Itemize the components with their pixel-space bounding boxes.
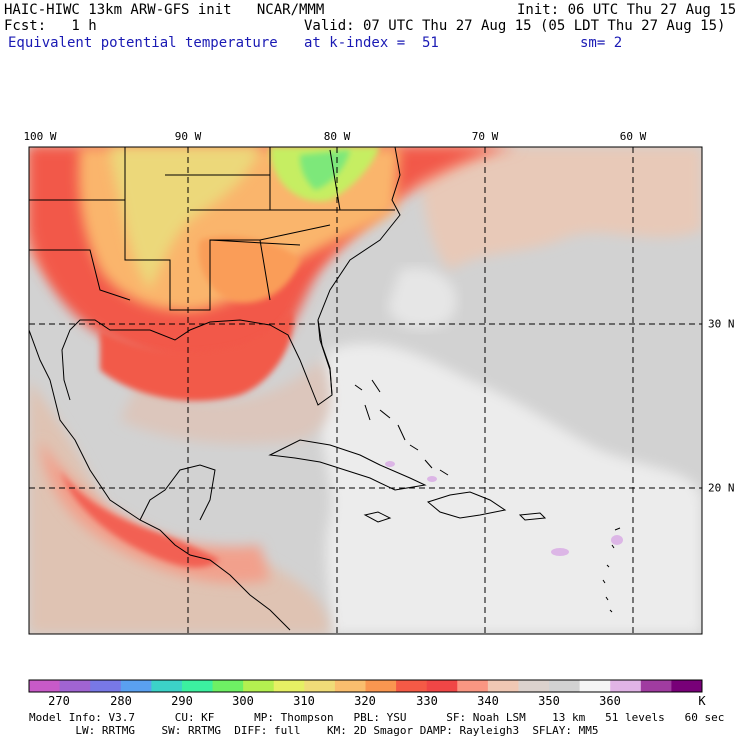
lon-label-80w: 80 W bbox=[323, 130, 351, 143]
colorbar-label-320: 320 bbox=[354, 694, 376, 708]
atlantic-peach-zone bbox=[420, 147, 702, 270]
colorbar-swatch bbox=[396, 680, 428, 692]
colorbar-frame bbox=[28, 679, 703, 693]
colorbar-swatch bbox=[549, 680, 581, 692]
colorbar-swatch bbox=[212, 680, 244, 692]
violet-spot-caribbean bbox=[427, 476, 437, 482]
product-title: HAIC-HIWC 13km ARW-GFS init NCAR/MMM bbox=[4, 2, 325, 18]
colorbar-label-300: 300 bbox=[232, 694, 254, 708]
southeast-orange bbox=[198, 236, 300, 303]
colorbar-swatch bbox=[518, 680, 550, 692]
violet-spot-east bbox=[551, 548, 569, 556]
lon-label-60w: 60 W bbox=[619, 130, 647, 143]
central-america-salmon bbox=[40, 440, 270, 584]
colorbar-swatch bbox=[365, 680, 397, 692]
mexico-red-band bbox=[60, 470, 220, 568]
colorbar-label-290: 290 bbox=[171, 694, 193, 708]
map-frame bbox=[28, 146, 703, 635]
field-name: Equivalent potential temperature bbox=[8, 35, 278, 51]
colorbar-label-330: 330 bbox=[416, 694, 438, 708]
colorbar-label-270: 270 bbox=[48, 694, 70, 708]
smoothing-info: sm= 2 bbox=[580, 35, 623, 51]
colorbar-label-350: 350 bbox=[538, 694, 560, 708]
init-time: Init: 06 UTC Thu 27 Aug 15 bbox=[517, 2, 737, 18]
colorbar-swatch bbox=[90, 680, 122, 692]
colorbar-label-280: 280 bbox=[110, 694, 132, 708]
colorbar-swatch bbox=[610, 680, 642, 692]
colorbar-swatch bbox=[334, 680, 366, 692]
model-info-line2: LW: RRTMG SW: RRTMG DIFF: full KM: 2D Sm… bbox=[29, 724, 599, 737]
colorbar-swatch bbox=[59, 680, 91, 692]
level-info: at k-index = 51 bbox=[304, 35, 439, 51]
colorbar-label-360: 360 bbox=[599, 694, 621, 708]
valid-time: Valid: 07 UTC Thu 27 Aug 15 (05 LDT Thu … bbox=[304, 18, 726, 34]
model-info-line1: Model Info: V3.7 CU: KF MP: Thompson PBL… bbox=[29, 711, 725, 724]
forecast-hour: Fcst: 1 h bbox=[4, 18, 97, 34]
gulf-peach-zone bbox=[120, 360, 331, 444]
colorbar-swatch bbox=[304, 680, 336, 692]
colorbar-swatch bbox=[181, 680, 214, 692]
lat-lon-grid bbox=[29, 147, 702, 634]
colorbar-swatch bbox=[273, 680, 305, 692]
colorbar-label-340: 340 bbox=[477, 694, 499, 708]
colorbar-swatch bbox=[579, 680, 611, 692]
colorbar-swatch bbox=[640, 680, 672, 692]
colorbar-swatch bbox=[120, 680, 152, 692]
colorbar-label-310: 310 bbox=[293, 694, 315, 708]
lon-label-100w: 100 W bbox=[23, 130, 57, 143]
colorbar-swatch bbox=[243, 680, 275, 692]
lon-label-70w: 70 W bbox=[471, 130, 499, 143]
colorbar-unit: K bbox=[698, 694, 706, 708]
map-area bbox=[29, 147, 702, 634]
colorbar-swatch bbox=[457, 680, 489, 692]
yellow-midwest bbox=[110, 147, 260, 290]
lat-label-20n: 20 N bbox=[708, 481, 735, 495]
gulf-red-band bbox=[100, 310, 293, 401]
colorbar-swatch bbox=[151, 680, 183, 692]
lat-label-30n: 30 N bbox=[708, 317, 735, 331]
colorbar bbox=[29, 680, 703, 692]
colorbar-swatch bbox=[671, 680, 703, 692]
colorbar-swatch bbox=[426, 680, 458, 692]
atlantic-light-patch bbox=[388, 268, 457, 329]
warm-tropical-region bbox=[318, 343, 702, 634]
colorbar-swatch bbox=[29, 680, 61, 692]
coastlines bbox=[29, 147, 621, 631]
lon-label-90w: 90 W bbox=[174, 130, 202, 143]
colorbar-swatch bbox=[487, 680, 519, 692]
violet-spot-lesser-antilles bbox=[611, 535, 623, 545]
violet-spot-bahamas bbox=[385, 461, 395, 467]
